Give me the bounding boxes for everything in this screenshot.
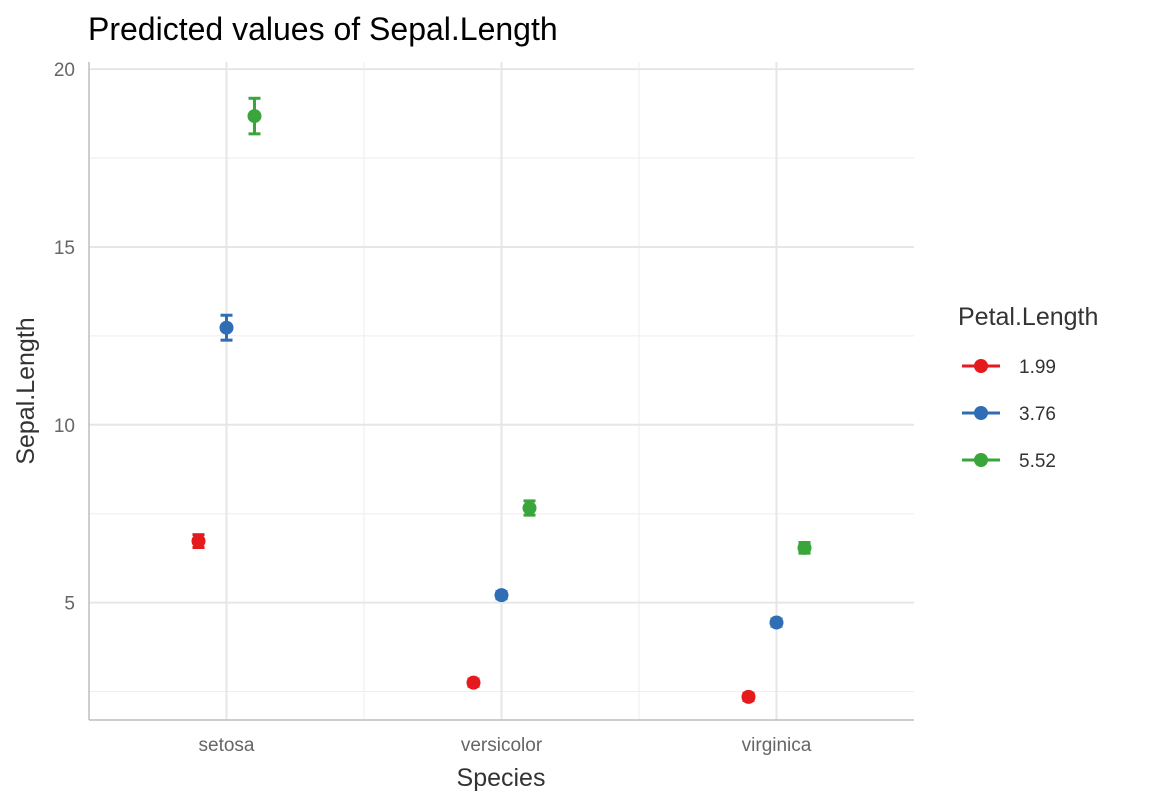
- point-3.76-setosa: [219, 320, 234, 335]
- legend-key-point-2: [974, 453, 988, 467]
- x-tick-label-virginica: virginica: [742, 735, 812, 756]
- y-axis-title: Sepal.Length: [12, 317, 40, 464]
- legend-label-1: 3.76: [1019, 404, 1056, 425]
- point-3.76-versicolor: [494, 588, 509, 603]
- series-2: [247, 96, 812, 555]
- legend-label-2: 5.52: [1019, 451, 1056, 472]
- point-1.99-versicolor: [466, 675, 481, 690]
- point-3.76-virginica: [769, 615, 784, 630]
- point-1.99-virginica: [741, 689, 756, 704]
- y-tick-label-0: 5: [64, 594, 75, 615]
- y-tick-labels: 5 10 15 20: [54, 60, 75, 615]
- data-series: [191, 96, 812, 704]
- legend-key-point-0: [974, 359, 988, 373]
- grid: [89, 62, 914, 720]
- legend-item-0: 1.99: [962, 357, 1056, 378]
- legend: Petal.Length 1.99 3.76 5.52: [958, 303, 1098, 472]
- x-tick-label-setosa: setosa: [199, 735, 255, 756]
- legend-item-2: 5.52: [962, 451, 1056, 472]
- chart-title: Predicted values of Sepal.Length: [88, 11, 558, 47]
- point-5.52-virginica: [797, 540, 812, 555]
- y-tick-label-2: 15: [54, 238, 75, 259]
- legend-key-point-1: [974, 406, 988, 420]
- series-0: [191, 533, 756, 704]
- y-tick-label-1: 10: [54, 416, 75, 437]
- legend-label-0: 1.99: [1019, 357, 1056, 378]
- x-tick-labels: setosa versicolor virginica: [199, 735, 812, 756]
- x-axis-title: Species: [457, 764, 546, 792]
- legend-item-1: 3.76: [962, 404, 1056, 425]
- series-1: [219, 313, 784, 630]
- axes: [88, 62, 914, 721]
- legend-title: Petal.Length: [958, 303, 1098, 331]
- x-tick-label-versicolor: versicolor: [461, 735, 543, 756]
- point-5.52-setosa: [247, 109, 262, 124]
- y-tick-label-3: 20: [54, 60, 75, 81]
- legend-items: 1.99 3.76 5.52: [962, 357, 1056, 472]
- point-5.52-versicolor: [522, 501, 537, 516]
- point-1.99-setosa: [191, 534, 206, 549]
